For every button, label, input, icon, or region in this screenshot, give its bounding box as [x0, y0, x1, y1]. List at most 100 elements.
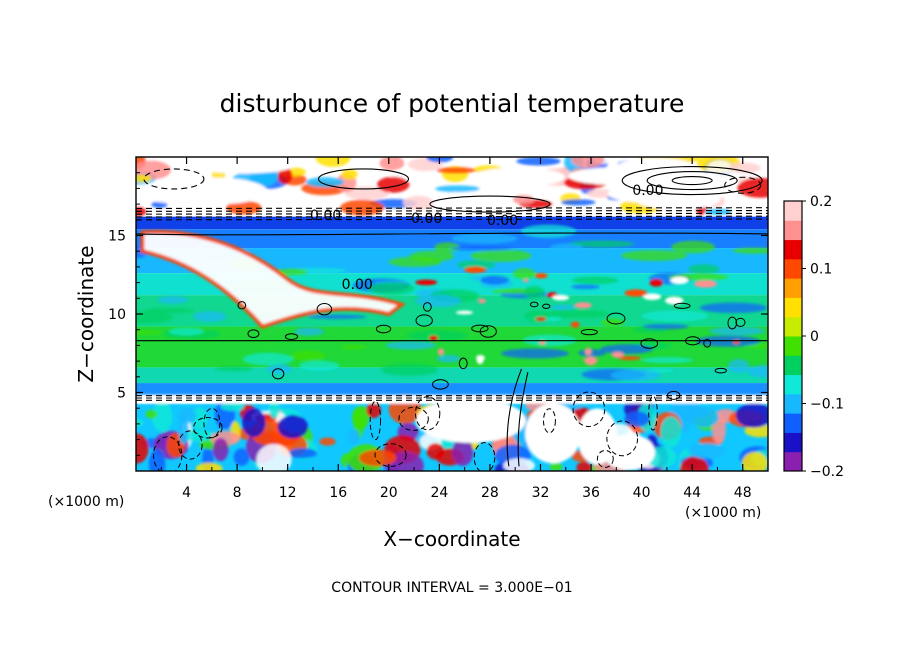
field-blob [136, 160, 171, 180]
contour-small [177, 430, 203, 460]
field-blob [195, 462, 223, 471]
field-blob [437, 348, 445, 355]
field-blob [377, 176, 410, 193]
colorbar-swatch [784, 278, 802, 298]
field-blob [688, 407, 719, 428]
field-blob [693, 280, 717, 288]
contour-small [542, 303, 551, 309]
colorbar-swatch [784, 336, 802, 356]
contour-small [648, 395, 658, 431]
field-blob [665, 296, 684, 305]
field-blob [168, 327, 204, 336]
field-blob [450, 246, 515, 251]
field-blob [585, 347, 592, 356]
contour-solid [136, 232, 768, 236]
field-blob [242, 352, 294, 366]
contour-small [316, 303, 333, 316]
contour-closed [724, 176, 762, 194]
contour-closed [143, 168, 205, 190]
contour-small [458, 357, 468, 370]
colorbar-swatch [784, 258, 802, 279]
field-blob [534, 273, 548, 279]
contour-small [666, 390, 681, 400]
x-tick-label: 32 [532, 485, 550, 501]
field-blob [735, 402, 768, 428]
contour-dashed [136, 209, 768, 212]
contour-small [431, 379, 449, 390]
colorbar-tick-label: 0 [810, 329, 819, 345]
field-blob [136, 311, 173, 324]
contour-small [237, 301, 247, 310]
contour-dashed [136, 215, 768, 218]
field-blob [741, 451, 768, 471]
contour-dashed [136, 218, 768, 221]
field-blob [744, 424, 768, 438]
field-blob [256, 443, 292, 471]
contour-small [153, 436, 183, 471]
field-blob [624, 411, 650, 427]
contour-small [193, 416, 223, 439]
field-blob [212, 438, 229, 462]
contour-small [369, 400, 382, 441]
field-blob [561, 199, 596, 206]
field-blob [600, 318, 625, 327]
field-blob [578, 349, 606, 357]
field-blob [610, 369, 661, 382]
field-blob [688, 443, 726, 459]
field-blob [607, 184, 695, 203]
field-blob [699, 302, 767, 314]
field-blob [379, 157, 405, 171]
contour-small [422, 302, 432, 312]
white-band [136, 394, 768, 404]
field-blob [747, 364, 768, 378]
contour-label: 0.00 [411, 211, 442, 227]
field-blob [233, 448, 250, 466]
field-blob [358, 449, 397, 467]
contour-small [529, 301, 539, 308]
field-blob [157, 296, 189, 304]
contour-small [542, 408, 556, 434]
x-unit-right: (×1000 m) [685, 505, 761, 521]
field-band [136, 216, 768, 230]
field-blob [366, 402, 382, 418]
field-blob [704, 208, 732, 216]
field-blob [385, 341, 436, 350]
field-blob [641, 310, 709, 322]
colorbar-tick-label: 0.2 [810, 194, 832, 210]
field-blob [178, 417, 189, 445]
colorbar: 0.2 0.1 0 −0.1 −0.2 [783, 194, 844, 480]
field-blob [152, 402, 173, 432]
colorbar-swatch [784, 432, 802, 453]
field-blob [143, 308, 195, 314]
contour-closed [429, 195, 551, 213]
field-blob [549, 462, 563, 471]
contour-small [596, 450, 614, 468]
field-blob [136, 418, 144, 427]
field-blob [407, 330, 468, 342]
field-blob [428, 335, 438, 341]
x-tick-label: 44 [683, 485, 701, 501]
field-blob [136, 433, 149, 464]
contour-small [703, 338, 712, 348]
field-blob [611, 351, 624, 358]
field-blob [166, 177, 267, 205]
field-blob [522, 278, 529, 283]
field-blob [344, 186, 390, 200]
contour-small [415, 314, 433, 327]
contour-closed [621, 166, 763, 196]
colorbar-swatch [784, 355, 802, 376]
field-blob [513, 268, 536, 280]
contour-closed [646, 171, 738, 191]
field-blob [649, 278, 663, 287]
field-blob [524, 310, 550, 323]
field-blob [602, 434, 655, 471]
field-blob [470, 249, 532, 263]
field-blob [670, 276, 689, 285]
field-blob [568, 240, 635, 248]
field-blob [179, 429, 217, 442]
field-blob [192, 157, 295, 174]
field-blob [586, 189, 615, 198]
field-blob [426, 443, 445, 460]
field-blob [550, 304, 577, 310]
